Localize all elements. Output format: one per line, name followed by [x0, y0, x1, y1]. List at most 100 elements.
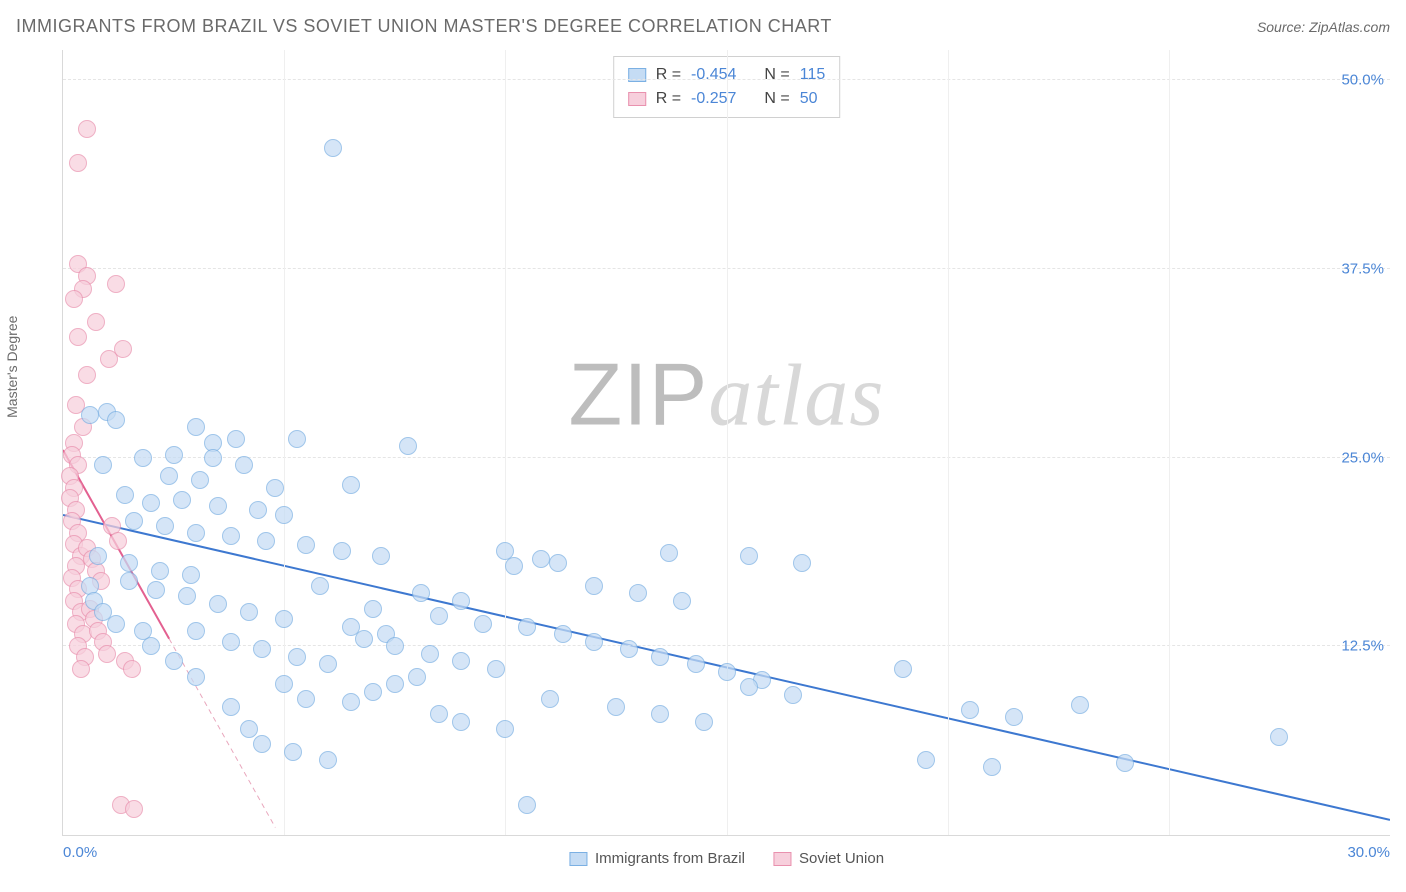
y-axis-label: Master's Degree	[4, 316, 20, 418]
scatter-point-brazil	[253, 640, 271, 658]
scatter-point-brazil	[629, 584, 647, 602]
scatter-point-brazil	[288, 430, 306, 448]
scatter-point-soviet	[65, 290, 83, 308]
scatter-point-brazil	[266, 479, 284, 497]
scatter-point-brazil	[1005, 708, 1023, 726]
scatter-point-brazil	[240, 720, 258, 738]
chart-title: IMMIGRANTS FROM BRAZIL VS SOVIET UNION M…	[16, 16, 832, 37]
scatter-point-brazil	[156, 517, 174, 535]
scatter-point-soviet	[98, 645, 116, 663]
scatter-point-brazil	[275, 675, 293, 693]
source-attribution: Source: ZipAtlas.com	[1257, 19, 1390, 35]
scatter-point-brazil	[297, 690, 315, 708]
scatter-point-brazil	[147, 581, 165, 599]
scatter-point-soviet	[69, 154, 87, 172]
scatter-point-brazil	[209, 497, 227, 515]
scatter-point-brazil	[288, 648, 306, 666]
scatter-point-brazil	[585, 633, 603, 651]
xtick-label-right: 30.0%	[1347, 844, 1390, 861]
r-label: R =	[656, 87, 681, 111]
scatter-point-brazil	[1071, 696, 1089, 714]
scatter-point-brazil	[607, 698, 625, 716]
scatter-point-brazil	[165, 446, 183, 464]
scatter-point-brazil	[961, 701, 979, 719]
scatter-point-brazil	[518, 618, 536, 636]
scatter-point-brazil	[651, 705, 669, 723]
scatter-point-brazil	[275, 610, 293, 628]
scatter-point-brazil	[917, 751, 935, 769]
vgridline	[284, 50, 285, 835]
scatter-point-brazil	[227, 430, 245, 448]
legend-label-brazil: Immigrants from Brazil	[595, 850, 745, 867]
scatter-point-brazil	[209, 595, 227, 613]
scatter-point-brazil	[585, 577, 603, 595]
swatch-soviet	[773, 852, 791, 866]
scatter-point-brazil	[342, 476, 360, 494]
scatter-point-brazil	[496, 720, 514, 738]
scatter-point-brazil	[793, 554, 811, 572]
watermark-zip: ZIP	[568, 345, 708, 444]
trendline-dashed-soviet	[169, 639, 275, 828]
scatter-point-brazil	[894, 660, 912, 678]
scatter-point-brazil	[187, 524, 205, 542]
scatter-point-brazil	[452, 592, 470, 610]
ytick-label: 37.5%	[1341, 260, 1384, 277]
r-value-soviet: -0.257	[691, 87, 736, 111]
scatter-point-brazil	[695, 713, 713, 731]
ytick-label: 50.0%	[1341, 72, 1384, 89]
scatter-point-brazil	[173, 491, 191, 509]
scatter-point-brazil	[240, 603, 258, 621]
scatter-point-brazil	[452, 713, 470, 731]
xtick-label-left: 0.0%	[63, 844, 97, 861]
n-value-brazil: 115	[800, 63, 826, 87]
legend-label-soviet: Soviet Union	[799, 850, 884, 867]
scatter-point-brazil	[187, 668, 205, 686]
scatter-point-brazil	[107, 411, 125, 429]
source-prefix: Source:	[1257, 19, 1309, 35]
scatter-point-brazil	[134, 622, 152, 640]
scatter-point-brazil	[275, 506, 293, 524]
chart-wrap: Master's Degree ZIPatlas R = -0.454 N = …	[16, 50, 1390, 872]
n-value-soviet: 50	[800, 87, 818, 111]
scatter-point-brazil	[297, 536, 315, 554]
scatter-point-brazil	[740, 547, 758, 565]
scatter-point-brazil	[311, 577, 329, 595]
plot-area: ZIPatlas R = -0.454 N = 115 R = -0.257 N…	[62, 50, 1390, 836]
scatter-point-soviet	[125, 800, 143, 818]
scatter-point-brazil	[324, 139, 342, 157]
scatter-point-brazil	[549, 554, 567, 572]
scatter-point-soviet	[78, 366, 96, 384]
scatter-point-brazil	[125, 512, 143, 530]
scatter-point-brazil	[120, 554, 138, 572]
scatter-point-brazil	[187, 622, 205, 640]
vgridline	[948, 50, 949, 835]
vgridline	[1169, 50, 1170, 835]
scatter-point-brazil	[333, 542, 351, 560]
scatter-point-brazil	[182, 566, 200, 584]
scatter-point-brazil	[178, 587, 196, 605]
scatter-point-soviet	[69, 328, 87, 346]
scatter-point-brazil	[430, 607, 448, 625]
scatter-point-brazil	[532, 550, 550, 568]
scatter-point-brazil	[784, 686, 802, 704]
vgridline	[505, 50, 506, 835]
scatter-point-brazil	[673, 592, 691, 610]
scatter-point-brazil	[222, 527, 240, 545]
scatter-point-brazil	[81, 406, 99, 424]
ytick-label: 25.0%	[1341, 449, 1384, 466]
scatter-point-brazil	[253, 735, 271, 753]
scatter-point-brazil	[116, 486, 134, 504]
scatter-point-brazil	[718, 663, 736, 681]
scatter-point-brazil	[687, 655, 705, 673]
scatter-point-brazil	[1116, 754, 1134, 772]
scatter-point-brazil	[160, 467, 178, 485]
chart-header: IMMIGRANTS FROM BRAZIL VS SOVIET UNION M…	[16, 16, 1390, 37]
n-label: N =	[764, 87, 789, 111]
scatter-point-brazil	[541, 690, 559, 708]
legend-item-soviet: Soviet Union	[773, 850, 884, 867]
scatter-point-brazil	[554, 625, 572, 643]
scatter-point-brazil	[319, 655, 337, 673]
n-label: N =	[764, 63, 789, 87]
scatter-point-brazil	[134, 449, 152, 467]
scatter-point-brazil	[120, 572, 138, 590]
